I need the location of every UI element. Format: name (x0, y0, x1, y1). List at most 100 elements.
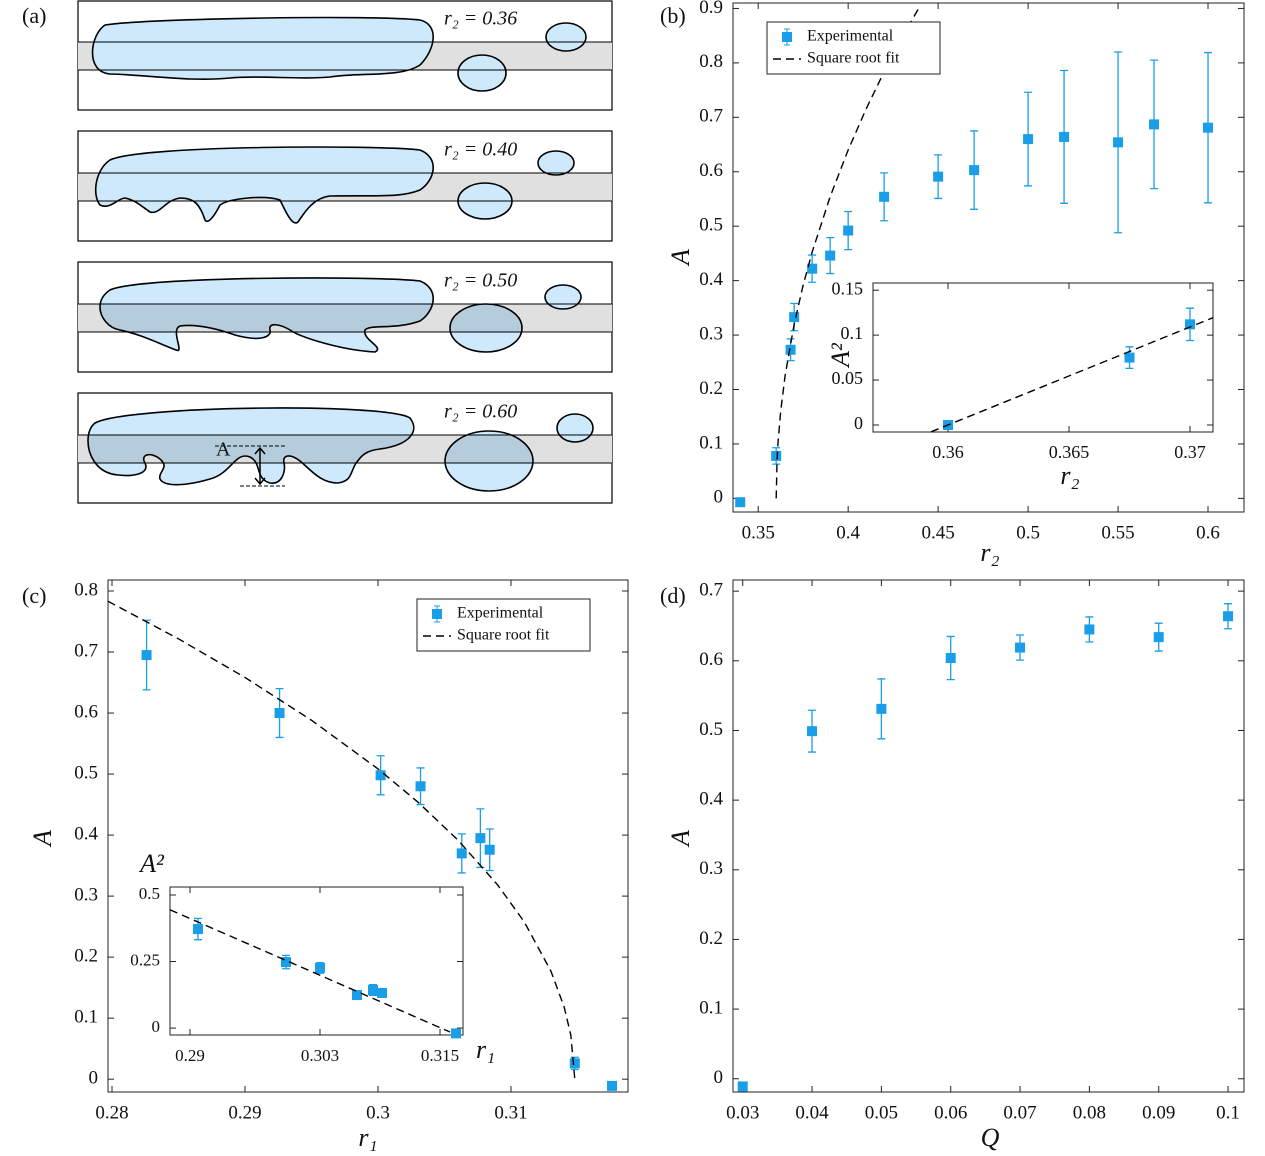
x-tick-label: 0.05 (865, 1102, 898, 1123)
data-point (315, 962, 325, 973)
data-point (1084, 624, 1095, 635)
y-axis-label: A² (138, 849, 165, 878)
data-point (771, 450, 782, 461)
x-tick-label: 0.365 (1049, 442, 1090, 462)
y-tick-label: 0.3 (699, 323, 723, 344)
legend-label: Square root fit (457, 627, 550, 644)
x-tick-label: 0.55 (1101, 522, 1134, 543)
data-point (352, 990, 362, 1001)
y-tick-label: 0.9 (699, 0, 723, 18)
x-tick-label: 0.315 (421, 1046, 459, 1065)
y-tick-label: 0.1 (699, 432, 723, 453)
schematic-label: r₂ = 0.60 (444, 401, 517, 423)
y-tick-label: 0.05 (832, 368, 864, 388)
data-point (1185, 319, 1196, 330)
data-point (969, 165, 980, 176)
data-point (1113, 137, 1124, 148)
data-point (475, 833, 486, 844)
x-tick-label: 0.06 (934, 1102, 967, 1123)
x-tick-label: 0.45 (921, 522, 954, 543)
schematic-label: r₂ = 0.50 (444, 270, 517, 292)
y-tick-label: 0.6 (699, 649, 723, 670)
y-tick-label: 0.2 (699, 378, 723, 399)
schematic-panel: r₂ = 0.36 (77, 0, 613, 111)
y-axis-label: A² (826, 342, 855, 369)
data-point (368, 985, 378, 996)
schematic-panel: r₂ = 0.50 (77, 261, 613, 373)
data-point (274, 708, 285, 719)
x-axis-label: Q (981, 1123, 1000, 1152)
data-point (1059, 131, 1070, 142)
x-tick-label: 0.07 (1003, 1102, 1036, 1123)
x-tick-label: 0.31 (494, 1102, 527, 1123)
y-tick-label: 0 (89, 1068, 99, 1089)
axes-box (872, 282, 1214, 433)
legend-marker (782, 32, 792, 42)
schematic-label: r₂ = 0.36 (444, 8, 517, 30)
data-point (843, 225, 854, 236)
panel-label: (b) (660, 3, 686, 28)
data-point (945, 653, 956, 664)
data-point (1203, 122, 1214, 133)
data-point (785, 344, 796, 355)
amplitude-label: A (216, 439, 231, 461)
y-axis-label: A (666, 830, 695, 848)
data-point (377, 987, 387, 998)
y-tick-label: 0.15 (832, 278, 864, 298)
y-axis-label: A (666, 249, 695, 267)
panel-label: (d) (660, 583, 686, 608)
x-tick-label: 0.03 (726, 1102, 759, 1123)
y-tick-label: 0.6 (699, 160, 723, 181)
y-tick-label: 0.8 (699, 51, 723, 72)
data-point (484, 844, 495, 855)
data-point (607, 1080, 618, 1091)
data-point (415, 781, 426, 792)
y-tick-label: 0.5 (699, 215, 723, 236)
y-tick-label: 0 (714, 487, 724, 508)
y-tick-label: 0.3 (74, 884, 98, 905)
x-tick-label: 0.28 (95, 1102, 128, 1123)
data-point (281, 957, 291, 968)
x-axis-label: r₁ (476, 1035, 495, 1064)
x-tick-label: 0.6 (1196, 522, 1220, 543)
y-tick-label: 0.1 (699, 997, 723, 1018)
y-tick-label: 0.5 (699, 719, 723, 740)
x-tick-label: 0.29 (175, 1046, 205, 1065)
x-tick-label: 0.08 (1073, 1102, 1106, 1123)
panel-label: (c) (22, 583, 46, 608)
x-tick-label: 0.4 (836, 522, 860, 543)
x-axis-label: r₂ (1060, 461, 1079, 490)
legend-box (416, 598, 591, 652)
y-tick-label: 0.4 (74, 823, 98, 844)
data-point (735, 497, 746, 508)
data-point (933, 171, 944, 182)
axes-box (732, 2, 1245, 513)
x-tick-label: 0.3 (366, 1102, 390, 1123)
data-point (1153, 632, 1164, 643)
data-point (876, 703, 887, 714)
x-tick-label: 0.1 (1216, 1102, 1240, 1123)
y-tick-label: 0.7 (699, 580, 723, 601)
data-point (807, 263, 818, 274)
y-tick-label: 0.7 (74, 640, 98, 661)
data-point (1223, 611, 1234, 622)
y-tick-label: 0.2 (699, 928, 723, 949)
x-tick-label: 0.37 (1174, 442, 1206, 462)
x-tick-label: 0.35 (742, 522, 775, 543)
panel-label: (a) (22, 3, 46, 28)
data-point (1124, 352, 1135, 363)
data-point (1015, 642, 1026, 653)
legend-label: Experimental (807, 28, 894, 45)
legend-box (766, 21, 941, 75)
axes-box (169, 886, 464, 1036)
y-tick-label: 0.8 (74, 579, 98, 600)
x-tick-label: 0.303 (301, 1046, 339, 1065)
x-tick-label: 0.36 (932, 442, 964, 462)
x-tick-label: 0.5 (1016, 522, 1040, 543)
y-tick-label: 0.1 (74, 1007, 98, 1028)
y-tick-label: 0.4 (699, 788, 723, 809)
y-tick-label: 0.4 (699, 269, 723, 290)
x-tick-label: 0.04 (795, 1102, 829, 1123)
data-point (1149, 119, 1160, 130)
